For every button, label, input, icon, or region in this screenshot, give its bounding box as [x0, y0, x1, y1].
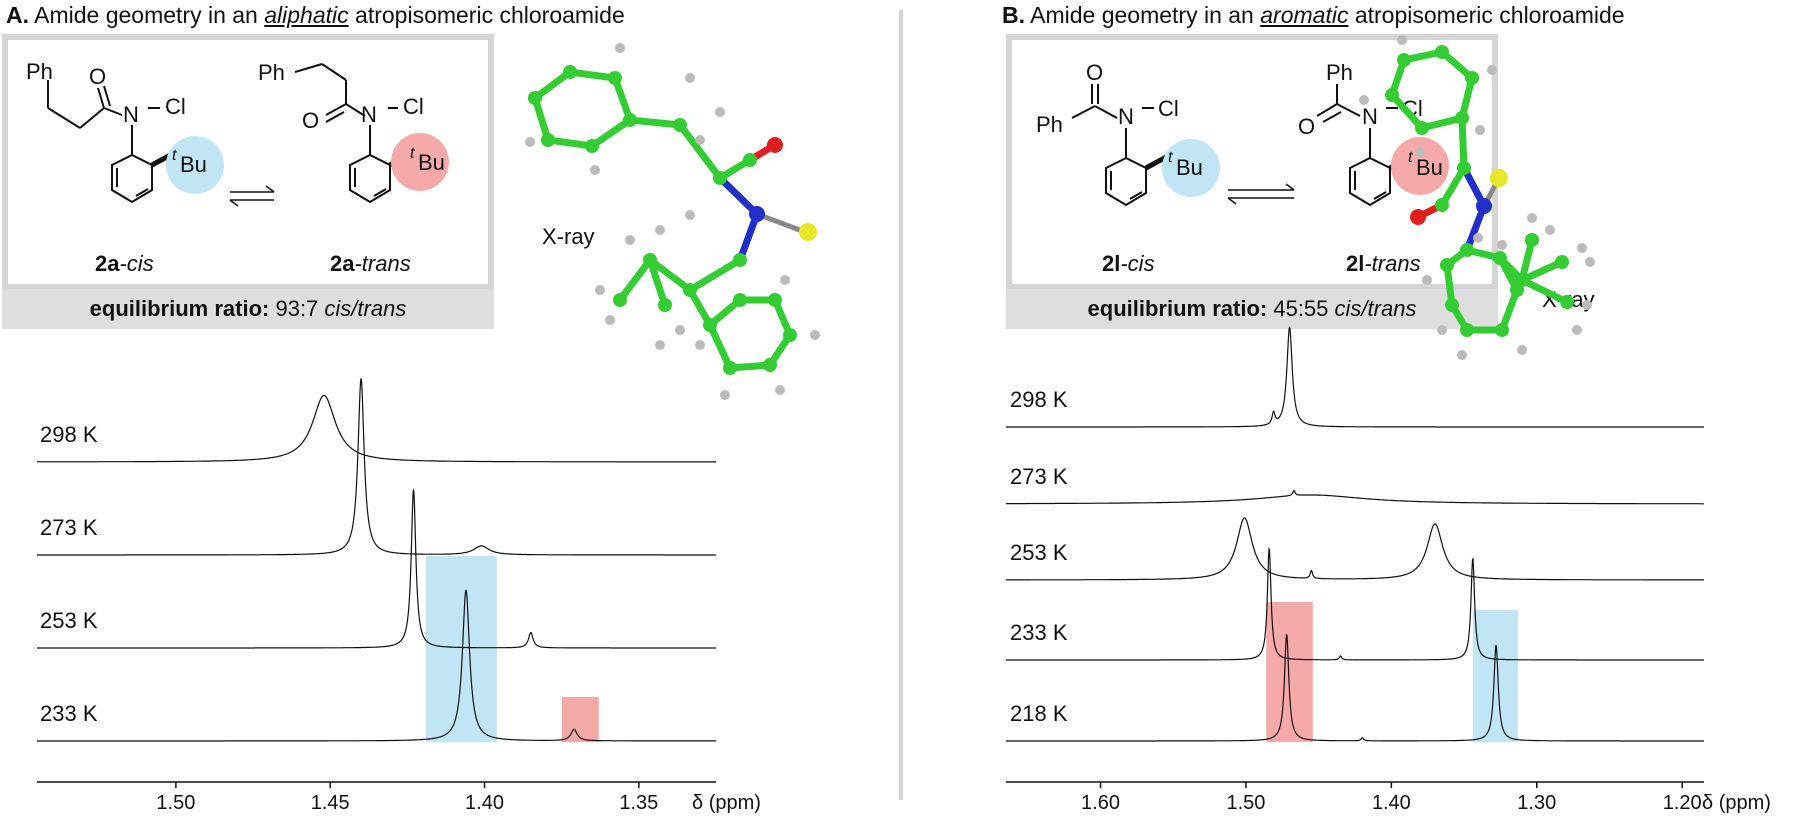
- panel-b-axis-label: δ (ppm): [1702, 792, 1771, 814]
- spectrum-trace: [1006, 326, 1704, 428]
- panel-divider: [899, 10, 903, 800]
- equilibrium-arrows: [229, 185, 275, 207]
- structure-2a-trans: [294, 63, 412, 204]
- equilibrium-arrows-b: [1227, 183, 1295, 205]
- atom-ph-trans: Ph: [258, 60, 285, 85]
- label-2a-cis: 2a-cis: [95, 251, 154, 276]
- panel-a-axis-label: δ (ppm): [692, 792, 761, 814]
- atom-n-trans-b: N: [1362, 104, 1378, 129]
- x-tick-label: 1.50: [156, 792, 195, 814]
- panel-b-letter: B.: [1002, 2, 1025, 28]
- spectrum-trace: [37, 589, 716, 742]
- atom-o-trans-b: O: [1298, 114, 1315, 139]
- atom-bu-cis: Bu: [180, 152, 207, 177]
- panel-b: B. Amide geometry in an aromatic atropis…: [1002, 0, 1793, 819]
- panel-a-ticks: 1.50 1.45 1.40 1.35: [156, 782, 658, 814]
- temperature-label: 218 K: [1010, 701, 1068, 726]
- highlight-trans: [1266, 602, 1313, 742]
- panel-b-title-pre: Amide geometry in an: [1030, 2, 1261, 28]
- label-2l-cis: 2l-cis: [1102, 251, 1155, 276]
- temperature-label: 233 K: [1010, 620, 1068, 645]
- highlight-trans: [561, 697, 599, 742]
- temperature-label: 273 K: [1010, 464, 1068, 489]
- atom-ph-cis: Ph: [26, 59, 53, 84]
- tbu-trans-highlight: [391, 133, 449, 191]
- panel-b-ticks: 1.60 1.50 1.40 1.30 1.20: [1081, 782, 1702, 814]
- x-tick-label: 1.30: [1517, 792, 1556, 814]
- structure-2l-cis: [1071, 84, 1172, 207]
- atom-ph-cis-b: Ph: [1036, 112, 1063, 137]
- tbu-trans-highlight-b: [1391, 137, 1449, 195]
- panel-a-title-post: atropisomeric chloroamide: [348, 2, 625, 28]
- highlight-cis: [1472, 610, 1518, 742]
- spectrum-trace: [37, 489, 716, 649]
- panel-b-title-emph: aromatic: [1260, 2, 1349, 28]
- panel-b-graphics: O Ph N Cl t Bu 2l-cis Ph O N: [1006, 35, 1771, 814]
- panel-a-title: A. Amide geometry in an aliphatic atropi…: [6, 2, 625, 29]
- atom-ph-trans-b: Ph: [1326, 60, 1353, 85]
- tbu-cis-highlight-b: [1162, 139, 1220, 197]
- temperature-label: 273 K: [40, 515, 98, 540]
- panel-a-graphics: Ph O N Cl t Bu 2a-cis P: [26, 43, 820, 814]
- atom-cl-trans: Cl: [403, 94, 424, 119]
- atom-t-trans: t: [410, 145, 415, 162]
- panel-a-title-emph: aliphatic: [264, 2, 349, 28]
- panel-b-ratio-value: 45:55: [1273, 296, 1329, 321]
- panel-a-ratio-value: 93:7: [275, 296, 319, 321]
- x-tick-label: 1.40: [1372, 792, 1411, 814]
- panel-a-spectra: 298 K 273 K 253 K 233 K: [37, 378, 716, 742]
- panel-b-ratio-label: equilibrium ratio:: [1087, 296, 1268, 321]
- label-2l-trans: 2l-trans: [1346, 251, 1421, 276]
- label-2a-trans: 2a-trans: [330, 251, 411, 276]
- temperature-label: 298 K: [40, 422, 98, 447]
- panel-a-xray-label: X-ray: [542, 224, 595, 249]
- x-tick-label: 1.60: [1081, 792, 1120, 814]
- atom-cl-cis: Cl: [165, 94, 186, 119]
- spectrum-trace: [1006, 634, 1704, 742]
- spectrum-trace: [1006, 517, 1704, 581]
- panel-a-ratio-bar: equilibrium ratio: 93:7 cis/trans: [2, 289, 494, 329]
- spectrum-trace: [1006, 489, 1704, 505]
- atom-o-cis-b: O: [1086, 60, 1103, 85]
- x-tick-label: 1.50: [1226, 792, 1265, 814]
- atom-n-trans: N: [361, 102, 377, 127]
- atom-bu-trans: Bu: [418, 150, 445, 175]
- atom-t-cis-b: t: [1168, 149, 1173, 166]
- temperature-label: 298 K: [1010, 387, 1068, 412]
- xray-model-b: [1359, 35, 1595, 360]
- atom-bu-trans-b: Bu: [1416, 155, 1443, 180]
- atom-n-cis: N: [123, 102, 139, 127]
- xray-model-a: [525, 43, 820, 400]
- panel-a-title-pre: Amide geometry in an: [34, 2, 265, 28]
- panel-a-ratio-label: equilibrium ratio:: [89, 296, 270, 321]
- atom-o-cis: O: [89, 64, 106, 89]
- atom-bu-cis-b: Bu: [1176, 155, 1203, 180]
- atom-t-cis: t: [172, 147, 177, 164]
- panel-b-ratio-suffix: cis/trans: [1334, 296, 1417, 321]
- spectrum-trace: [1006, 546, 1704, 661]
- x-tick-label: 1.40: [465, 792, 504, 814]
- tbu-cis-highlight: [166, 136, 224, 194]
- panel-a: A. Amide geometry in an aliphatic atropi…: [0, 0, 890, 819]
- temperature-label: 253 K: [1010, 540, 1068, 565]
- atom-n-cis-b: N: [1118, 104, 1134, 129]
- panel-a-letter: A.: [6, 2, 29, 28]
- temperature-label: 253 K: [40, 608, 98, 633]
- panel-b-ratio-bar: equilibrium ratio: 45:55 cis/trans: [1006, 289, 1498, 329]
- panel-a-ratio-suffix: cis/trans: [324, 296, 407, 321]
- x-tick-label: 1.35: [619, 792, 658, 814]
- atom-o-trans: O: [302, 108, 319, 133]
- atom-t-trans-b: t: [1408, 149, 1413, 166]
- panel-b-title: B. Amide geometry in an aromatic atropis…: [1002, 2, 1625, 29]
- x-tick-label: 1.45: [311, 792, 350, 814]
- highlight-cis: [425, 556, 497, 742]
- spectrum-trace: [37, 394, 716, 463]
- structure-2a-cis: [47, 80, 178, 204]
- panel-b-title-post: atropisomeric chloroamide: [1348, 2, 1625, 28]
- spectrum-trace: [37, 378, 716, 556]
- x-tick-label: 1.20: [1663, 792, 1702, 814]
- temperature-label: 233 K: [40, 701, 98, 726]
- panel-b-spectra: 298 K 273 K 253 K 233 K 218 K: [1006, 326, 1704, 742]
- atom-cl-cis-b: Cl: [1158, 96, 1179, 121]
